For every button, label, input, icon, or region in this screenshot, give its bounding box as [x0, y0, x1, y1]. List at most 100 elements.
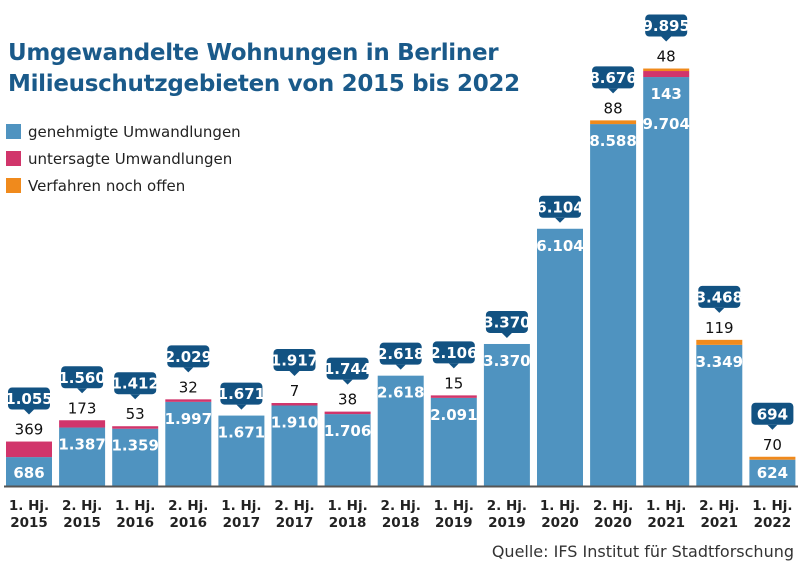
total-callout-box — [432, 341, 475, 364]
bar-segment-approved — [112, 428, 159, 486]
total-value-label: 8.676 — [589, 69, 636, 87]
total-callout-pointer — [661, 36, 672, 42]
bar-segment-approved — [696, 344, 743, 486]
total-value-label: 3.468 — [696, 288, 743, 306]
total-value-label: 2.106 — [430, 344, 477, 362]
legend-label-approved: genehmigte Umwandlungen — [28, 122, 241, 141]
x-tick-label-half: 1. Hj. — [115, 498, 155, 514]
total-callout-pointer — [77, 388, 88, 394]
x-tick-label-year: 2020 — [594, 515, 632, 531]
total-value-label: 2.618 — [377, 345, 424, 363]
total-callout-box — [379, 342, 422, 365]
total-callout-box — [645, 14, 688, 37]
legend-swatch-prohibited — [6, 151, 21, 166]
bar-segment-prohibited — [430, 395, 477, 398]
segment-value-label: 173 — [68, 399, 97, 417]
legend-swatch-approved — [6, 124, 21, 139]
total-callout-pointer — [342, 379, 353, 385]
total-value-label: 1.744 — [324, 360, 371, 378]
bar-segment-approved — [643, 77, 690, 486]
bar-segment-approved — [483, 343, 530, 486]
x-tick-label-year: 2018 — [329, 515, 367, 531]
x-tick-label-half: 1. Hj. — [540, 498, 580, 514]
total-callout-pointer — [236, 404, 247, 410]
bar-segment-approved — [749, 459, 796, 486]
x-tick-label-year: 2017 — [276, 515, 314, 531]
x-tick-label-half: 2. Hj. — [699, 498, 739, 514]
x-tick-label-year: 2021 — [701, 515, 739, 531]
bar-segment-prohibited — [112, 426, 159, 429]
source-note: Quelle: IFS Institut für Stadtforschung — [491, 542, 794, 561]
total-callout-box — [698, 285, 741, 308]
legend-swatch-pending — [6, 178, 21, 193]
x-tick-label-year: 2018 — [382, 515, 420, 531]
x-tick-label-year: 2016 — [170, 515, 208, 531]
total-callout-pointer — [183, 367, 194, 373]
total-callout-box — [8, 387, 50, 410]
total-callout-box — [114, 372, 157, 395]
total-callout-box — [220, 382, 263, 405]
x-tick-label-year: 2019 — [488, 515, 526, 531]
x-tick-label-year: 2015 — [63, 515, 101, 531]
bar-segment-approved — [6, 457, 52, 486]
x-tick-label-half: 1. Hj. — [752, 498, 792, 514]
bar-value-label: 624 — [757, 464, 788, 482]
total-callout-pointer — [289, 371, 300, 377]
bar-segment-approved — [377, 375, 424, 486]
x-tick-label-half: 2. Hj. — [593, 498, 633, 514]
bar-segment-prohibited — [643, 71, 690, 78]
x-tick-label-half: 2. Hj. — [274, 498, 314, 514]
total-callout-box — [326, 357, 369, 380]
bar-segment-pending — [696, 339, 743, 345]
x-tick-label-half: 2. Hj. — [168, 498, 208, 514]
bar-segment-approved — [430, 397, 477, 486]
total-value-label: 694 — [757, 405, 788, 423]
bar-segment-approved — [324, 414, 371, 486]
x-tick-label-half: 1. Hj. — [434, 498, 474, 514]
bar-value-label: 3.349 — [696, 353, 743, 371]
total-value-label: 9.895 — [642, 17, 689, 35]
legend: genehmigte Umwandlungen untersagte Umwan… — [6, 118, 241, 199]
bar-segment-pending — [749, 456, 796, 460]
total-callout-box — [485, 310, 528, 333]
chart-title: Umgewandelte Wohnungen in Berliner Milie… — [8, 38, 520, 100]
x-tick-label-half: 1. Hj. — [646, 498, 686, 514]
legend-item-prohibited: untersagte Umwandlungen — [6, 145, 241, 172]
legend-label-prohibited: untersagte Umwandlungen — [28, 149, 233, 168]
total-value-label: 1.055 — [5, 390, 52, 408]
x-tick-label-half: 2. Hj. — [381, 498, 421, 514]
bar-segment-prohibited — [6, 441, 52, 458]
bar-segment-approved — [218, 415, 265, 486]
total-callout-box — [592, 66, 635, 89]
segment-value-label: 88 — [604, 99, 623, 117]
x-tick-label-half: 2. Hj. — [62, 498, 102, 514]
bar-segment-pending — [590, 120, 637, 125]
total-callout-box — [61, 366, 104, 389]
total-callout-box — [751, 402, 794, 425]
bar-value-label: 8.588 — [589, 132, 636, 150]
bar-value-label: 2.091 — [430, 406, 477, 424]
bar-segment-approved — [537, 228, 583, 486]
bar-value-label: 1.997 — [165, 410, 212, 428]
total-callout-box — [273, 349, 316, 372]
total-callout-pointer — [767, 424, 778, 430]
x-tick-label-year: 2017 — [223, 515, 261, 531]
bar-value-label-prohibited: 143 — [651, 85, 682, 103]
total-value-label: 1.560 — [58, 369, 105, 387]
x-tick-label-half: 1. Hj. — [221, 498, 261, 514]
bar-value-label: 1.910 — [271, 414, 318, 432]
total-callout-pointer — [501, 332, 512, 338]
total-value-label: 2.029 — [165, 348, 212, 366]
bar-value-label: 1.359 — [111, 437, 158, 455]
bar-value-label: 9.704 — [642, 115, 689, 133]
bar-segment-pending — [643, 68, 690, 72]
segment-value-label: 369 — [15, 421, 44, 439]
total-callout-pointer — [714, 307, 725, 313]
legend-item-pending: Verfahren noch offen — [6, 172, 241, 199]
bar-segment-approved — [271, 405, 318, 486]
segment-value-label: 119 — [705, 319, 734, 337]
bar-value-label: 1.671 — [218, 424, 265, 442]
segment-value-label: 15 — [444, 374, 463, 392]
segment-value-label: 38 — [338, 391, 357, 409]
total-callout-box — [167, 345, 210, 368]
